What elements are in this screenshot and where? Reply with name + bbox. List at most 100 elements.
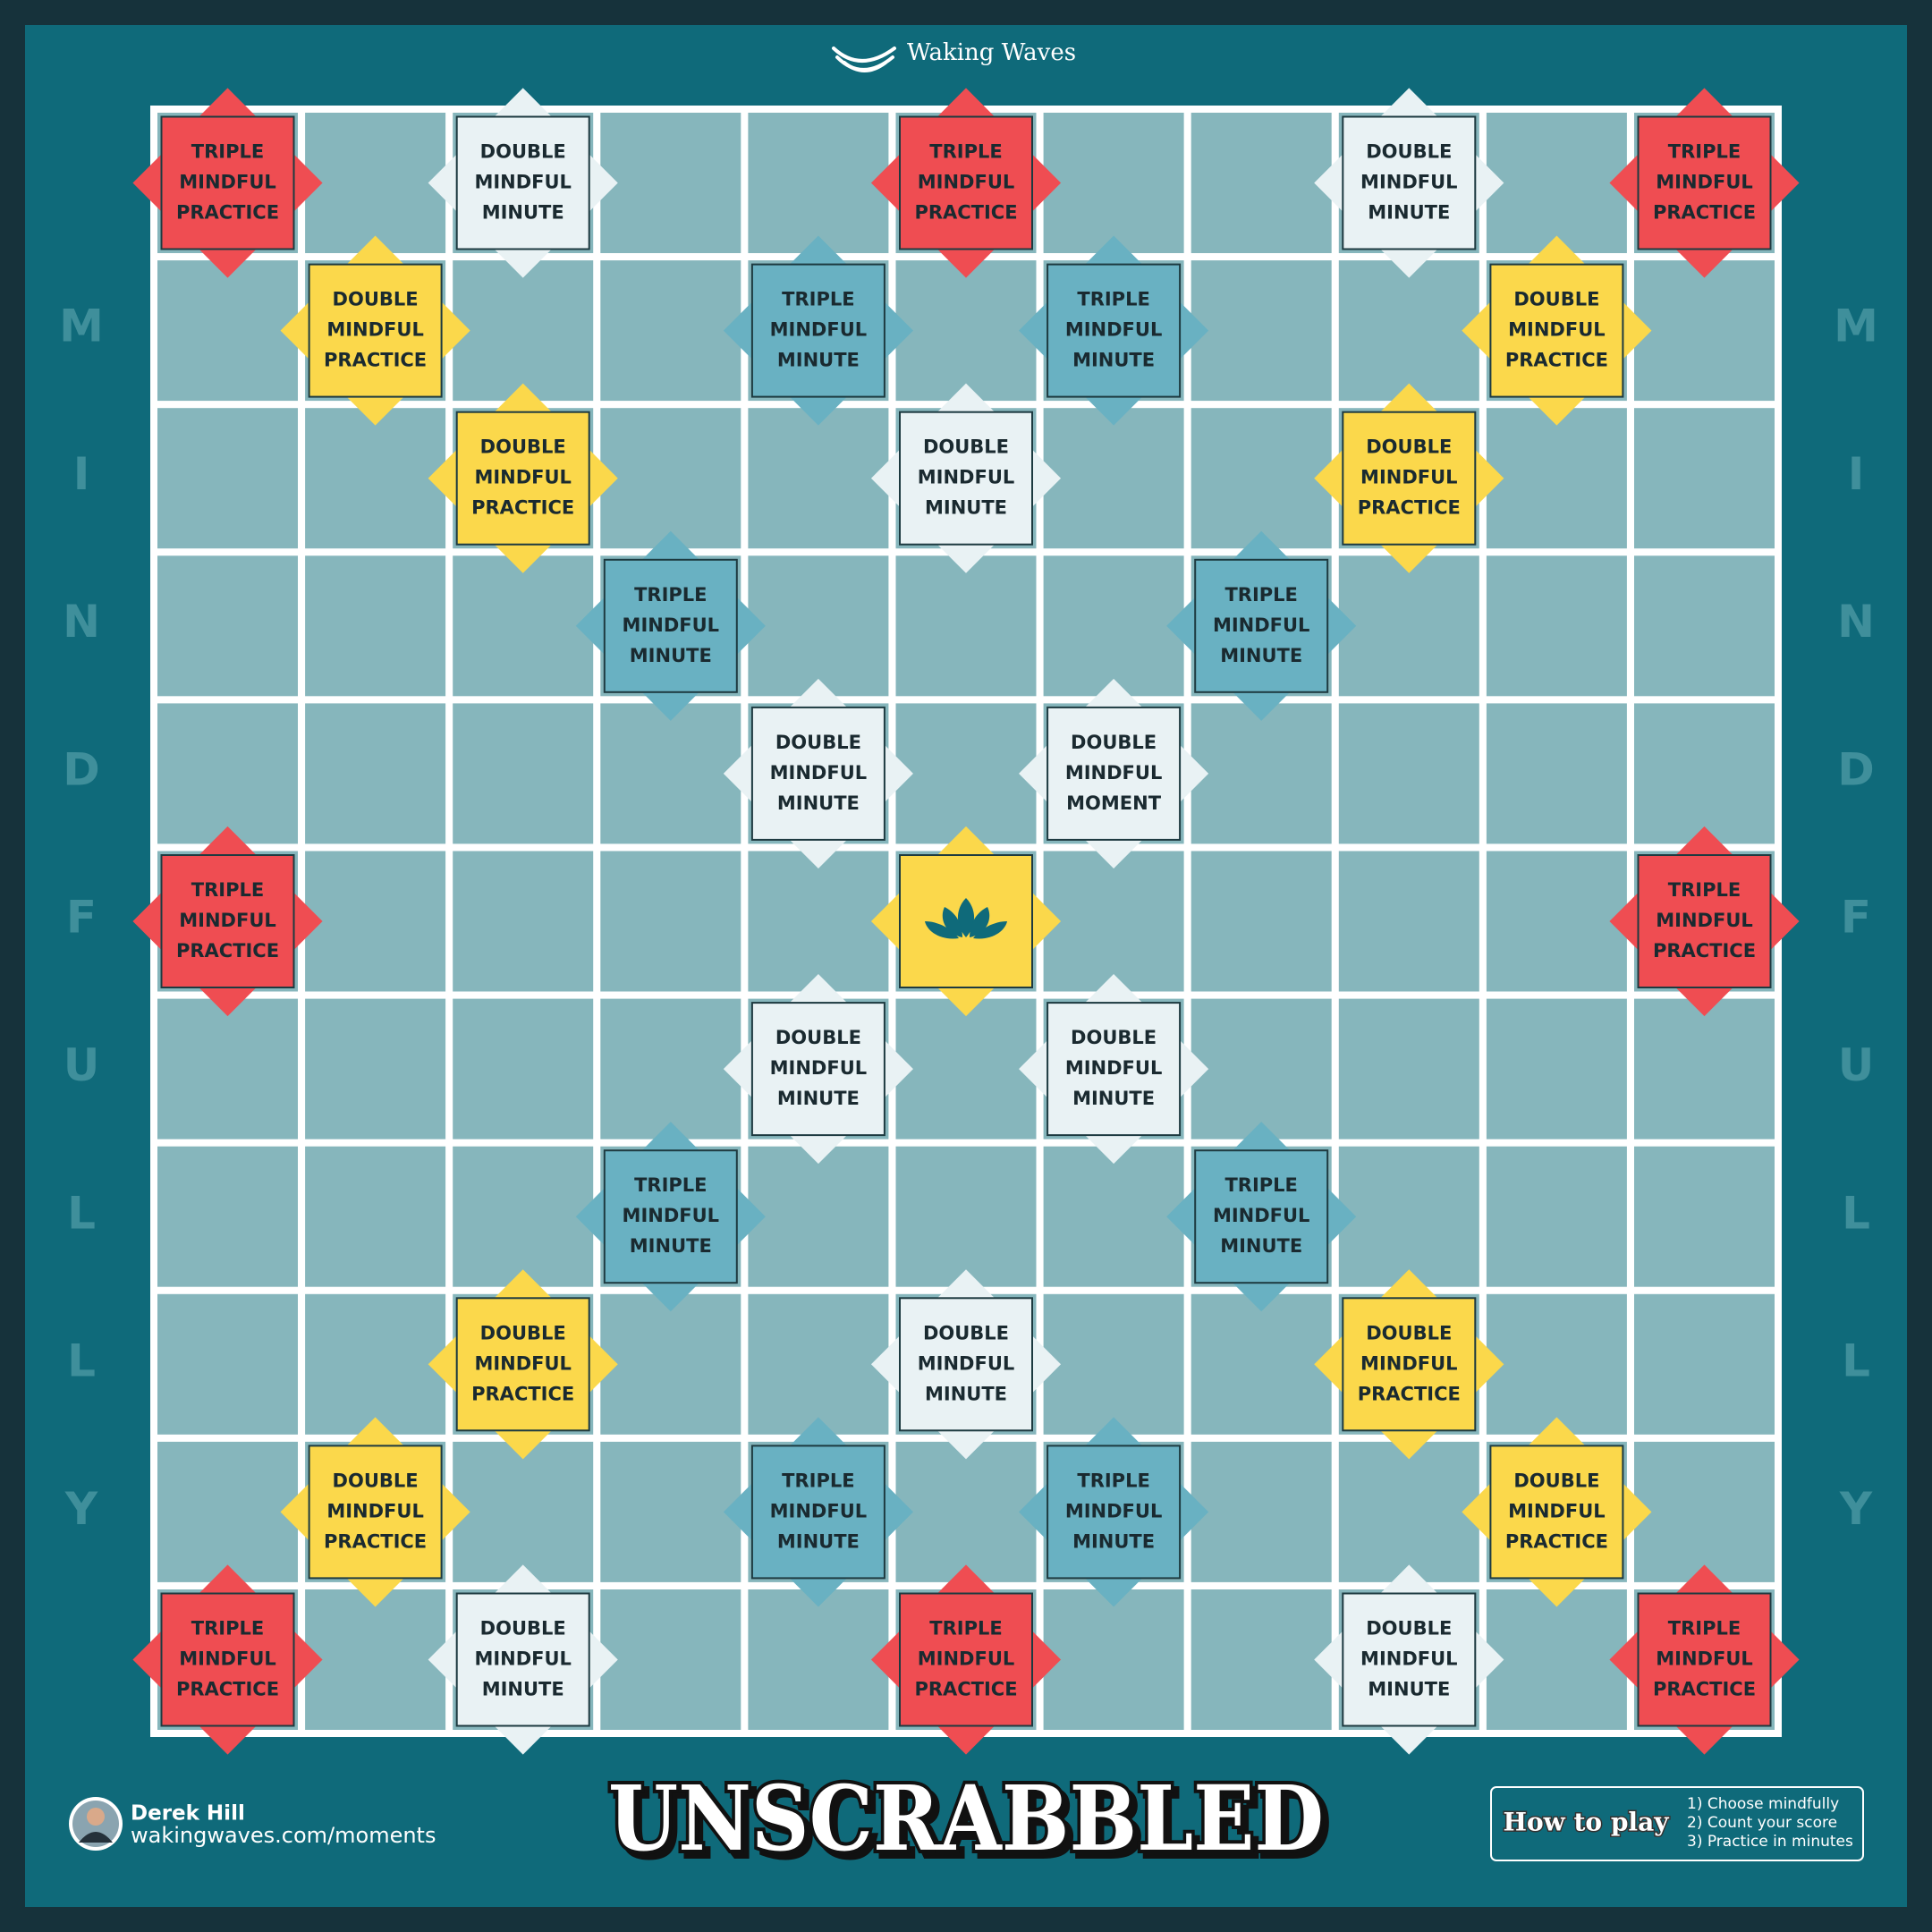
board-cell [1634,555,1775,697]
tile-label: DOUBLE [1366,141,1452,163]
bonus-tile [1342,411,1477,546]
tile-label: PRACTICE [176,940,279,962]
brand-logo [832,47,896,72]
board-cell [1043,1146,1184,1287]
board-cell [748,408,889,549]
tile-label: PRACTICE [1505,1530,1608,1552]
board-cell [600,703,741,844]
board-cell [157,1293,298,1435]
board-cell [305,555,446,697]
bonus-tile [455,411,590,546]
side-letter: M [59,301,104,352]
tile-label: MINDFUL [918,172,1015,193]
tile-label: PRACTICE [176,1679,279,1700]
bonus-tile [899,1297,1033,1432]
bonus-tile [1637,854,1772,988]
board-cell [600,998,741,1140]
board-cell [453,998,594,1140]
tile-label: DOUBLE [1513,1470,1599,1491]
tiles: TRIPLE MINDFUL PRACTICE DOUBLE MINDFUL MINUTE… [160,115,1772,1727]
tile-label: PRACTICE [1653,940,1756,962]
board-cell [305,1146,446,1287]
board-cell [1191,113,1332,253]
bonus-tile [308,1445,443,1580]
tile-label: MINUTE [1368,1679,1450,1700]
tile-label: TRIPLE [1224,584,1297,606]
tile-label: DOUBLE [1071,732,1157,753]
tile-label: TRIPLE [1668,1618,1741,1640]
board-cell [748,1293,889,1435]
bonus-tile [455,1592,590,1727]
board-cell [1043,851,1184,992]
bonus-tile [603,558,738,693]
bonus-tile [455,115,590,250]
board-cell [1634,703,1775,844]
tile-label: PRACTICE [1505,350,1608,371]
how-to-play-title: How to play [1504,1808,1670,1837]
bonus-tile [160,1592,295,1727]
bonus-tile [1046,263,1182,398]
how-to-play-step: 1) Choose mindfully [1687,1795,1839,1813]
board-cell [600,851,741,992]
logo-wave [843,61,887,72]
board-cell [1191,998,1332,1140]
tile-label: DOUBLE [1513,289,1599,310]
board-cell [1634,998,1775,1140]
side-letter: D [1837,743,1875,795]
tile-label: MINUTE [777,1530,860,1552]
tile-label: DOUBLE [1366,436,1452,458]
board-cell [600,260,741,402]
bonus-tile [603,1149,738,1284]
tile-label: MINDFUL [770,319,868,341]
tile-label: PRACTICE [914,1679,1017,1700]
how-to-play-step: 2) Count your score [1687,1814,1837,1832]
tile-label: DOUBLE [1366,1618,1452,1640]
side-letter: I [1848,448,1865,500]
tile-label: PRACTICE [471,497,574,519]
board-cell [157,1146,298,1287]
tile-label: TRIPLE [191,1618,264,1640]
bonus-tile [455,1297,590,1432]
side-letter: U [64,1039,100,1091]
board-cell [600,1441,741,1582]
board-cell [1486,998,1627,1140]
tile-label: MINDFUL [1065,762,1163,784]
board-cell [895,998,1037,1140]
tile-label: MINDFUL [179,172,276,193]
board-cell [1191,1441,1332,1582]
bonus-tile [1342,1297,1477,1432]
bonus-tile [750,706,886,841]
board-cell [453,555,594,697]
board-cell [748,113,889,253]
board-cell [1043,113,1184,253]
tile-label: PRACTICE [324,1530,427,1552]
tile-label: DOUBLE [333,1470,419,1491]
side-letter: N [63,596,100,648]
tile-label: MINDFUL [1065,1057,1163,1079]
board-cell [157,408,298,549]
tile-label: DOUBLE [480,141,566,163]
tile-label: MINDFUL [1508,319,1606,341]
board-cell [600,1293,741,1435]
bonus-tile [1046,706,1182,841]
tile-label: MINDFUL [326,1500,424,1521]
lotus-icon [925,898,1007,939]
board-cell [453,1146,594,1287]
tile-label: PRACTICE [471,1383,574,1404]
board-cell [748,851,889,992]
board-cell [748,1146,889,1287]
how-to-play-step: 3) Practice in minutes [1687,1833,1853,1851]
board-cell [305,851,446,992]
avatar-head [87,1808,105,1826]
tile-label: MINDFUL [1213,1205,1310,1226]
tile-label: MINUTE [1368,202,1450,224]
bonus-tile [1046,1002,1182,1137]
tile-label: DOUBLE [480,1618,566,1640]
tile-label: MINDFUL [1065,1500,1163,1521]
board-cell [305,998,446,1140]
tile-label: MINDFUL [1360,467,1458,488]
bonus-tile [1637,115,1772,250]
board-cell [1634,1441,1775,1582]
